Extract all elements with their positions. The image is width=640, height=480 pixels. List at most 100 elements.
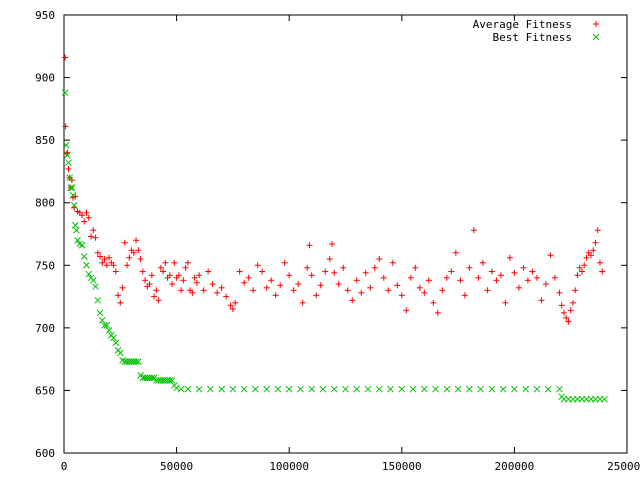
data-point-best-fitness: [432, 385, 439, 393]
data-point-average-fitness: [153, 287, 160, 294]
data-point-average-fitness: [72, 193, 79, 200]
data-point-average-fitness: [85, 214, 92, 221]
data-point-average-fitness: [367, 284, 374, 291]
data-point-average-fitness: [565, 318, 572, 325]
data-point-best-fitness: [207, 385, 214, 393]
data-point-average-fitness: [184, 259, 191, 266]
y-tick-label: 850: [35, 134, 55, 147]
x-tick-label: 50000: [160, 460, 193, 473]
data-point-best-fitness: [195, 385, 203, 393]
data-point-average-fitness: [407, 274, 414, 281]
data-point-best-fitness: [112, 339, 120, 347]
data-point-average-fitness: [581, 262, 588, 269]
data-point-average-fitness: [430, 299, 437, 306]
data-point-best-fitness: [511, 385, 518, 393]
data-point-average-fitness: [121, 239, 128, 246]
data-point-average-fitness: [547, 252, 554, 259]
data-point-best-fitness: [71, 221, 79, 229]
data-point-best-fitness: [544, 385, 552, 393]
data-point-average-fitness: [97, 253, 104, 260]
data-point-average-fitness: [263, 284, 270, 291]
data-point-average-fitness: [556, 289, 563, 296]
data-point-best-fitness: [454, 385, 462, 393]
data-point-best-fitness: [68, 184, 76, 192]
data-point-average-fitness: [488, 268, 495, 275]
data-point-average-fitness: [232, 299, 239, 306]
data-point-average-fitness: [574, 272, 581, 279]
data-point-best-fitness: [398, 385, 406, 393]
data-point-average-fitness: [62, 54, 69, 61]
data-point-best-fitness: [173, 384, 180, 392]
data-point-best-fitness: [387, 385, 394, 393]
data-point-average-fitness: [277, 282, 284, 289]
data-point-average-fitness: [434, 309, 441, 316]
data-point-average-fitness: [592, 239, 599, 246]
data-point-average-fitness: [412, 264, 419, 271]
data-point-average-fitness: [83, 209, 90, 216]
data-point-average-fitness: [497, 272, 504, 279]
data-point-best-fitness: [83, 261, 90, 269]
x-tick-label: 100000: [269, 460, 309, 473]
data-point-average-fitness: [101, 256, 108, 263]
data-point-best-fitness: [148, 374, 156, 382]
legend-plus-mark: [593, 21, 599, 27]
data-point-best-fitness: [184, 385, 192, 393]
data-point-best-fitness: [285, 385, 293, 393]
data-point-average-fitness: [524, 277, 531, 284]
data-point-average-fitness: [328, 241, 335, 248]
legend: Average Fitness Best Fitness: [473, 18, 600, 44]
data-point-best-fitness: [330, 385, 338, 393]
data-point-average-fitness: [236, 268, 243, 275]
data-point-average-fitness: [94, 249, 101, 256]
data-point-average-fitness: [578, 268, 585, 275]
data-point-average-fitness: [461, 292, 468, 299]
data-point-average-fitness: [214, 289, 221, 296]
data-point-best-fitness: [105, 327, 113, 334]
data-point-best-fitness: [66, 174, 73, 182]
axis-ticks: 600 650 700 750 800 850 900 950 0 50000 100000 1500…: [35, 9, 640, 473]
data-point-average-fitness: [155, 297, 162, 304]
data-point-average-fitness: [250, 287, 257, 294]
y-tick-label: 800: [35, 197, 55, 210]
legend-marker-best-fitness: [592, 33, 600, 41]
data-point-best-fitness: [342, 385, 349, 393]
series-best-fitness: [61, 89, 608, 403]
data-point-best-fitness: [319, 385, 327, 393]
data-point-average-fitness: [254, 262, 261, 269]
data-point-average-fitness: [421, 289, 428, 296]
data-point-average-fitness: [90, 227, 97, 234]
data-point-best-fitness: [177, 385, 185, 393]
data-point-best-fitness: [73, 226, 80, 234]
data-point-average-fitness: [529, 268, 536, 275]
data-point-average-fitness: [110, 262, 117, 269]
data-point-best-fitness: [533, 385, 541, 393]
data-point-average-fitness: [218, 284, 225, 291]
data-point-average-fitness: [515, 284, 522, 291]
data-point-average-fitness: [245, 274, 252, 281]
data-point-best-fitness: [69, 191, 77, 199]
data-point-average-fitness: [371, 264, 378, 271]
data-point-best-fitness: [522, 385, 530, 393]
data-point-average-fitness: [151, 293, 158, 300]
data-point-average-fitness: [193, 279, 200, 286]
data-point-best-fitness: [466, 385, 473, 393]
data-point-best-fitness: [297, 385, 304, 393]
data-point-average-fitness: [79, 212, 86, 219]
data-point-best-fitness: [168, 377, 176, 384]
data-point-best-fitness: [65, 159, 72, 167]
data-point-average-fitness: [322, 268, 329, 275]
data-point-average-fitness: [117, 299, 124, 306]
data-point-average-fitness: [299, 299, 306, 306]
y-tick-label: 950: [35, 9, 55, 22]
data-point-average-fitness: [376, 256, 383, 263]
x-tick-label: 200000: [495, 460, 535, 473]
data-point-average-fitness: [137, 256, 144, 263]
data-point-average-fitness: [229, 306, 236, 313]
data-point-best-fitness: [116, 349, 124, 357]
data-point-average-fitness: [439, 287, 446, 294]
data-point-best-fitness: [218, 385, 225, 393]
data-point-average-fitness: [502, 299, 509, 306]
data-point-average-fitness: [189, 289, 196, 296]
data-point-average-fitness: [362, 269, 369, 276]
y-tick-label: 700: [35, 322, 55, 335]
